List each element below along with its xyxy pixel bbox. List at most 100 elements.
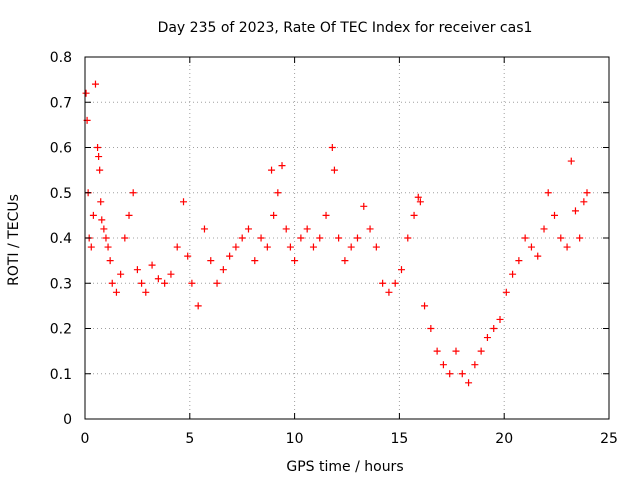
x-tick-label: 15 — [390, 431, 408, 447]
data-point — [270, 211, 278, 219]
x-axis-label: GPS time / hours — [286, 459, 403, 475]
data-point — [452, 347, 460, 355]
data-point — [274, 189, 282, 197]
data-point — [200, 225, 208, 233]
data-point — [282, 225, 290, 233]
data-point — [297, 234, 305, 242]
data-point — [106, 257, 114, 265]
data-point — [129, 189, 137, 197]
data-point — [433, 347, 441, 355]
data-point — [104, 243, 112, 251]
data-point — [427, 325, 435, 332]
data-point — [330, 166, 338, 174]
data-point — [184, 252, 192, 260]
data-point — [421, 302, 429, 310]
data-point — [379, 279, 387, 287]
data-point — [372, 243, 380, 251]
data-point — [257, 234, 265, 242]
data-point — [544, 189, 552, 197]
data-point — [180, 198, 188, 206]
data-point — [251, 257, 259, 265]
data-point — [414, 193, 422, 201]
data-point — [188, 279, 196, 287]
data-point — [527, 243, 535, 251]
data-point — [213, 279, 221, 287]
data-point — [557, 234, 565, 242]
data-point — [207, 257, 215, 265]
y-tick-label: 0.7 — [50, 95, 72, 111]
data-point — [98, 216, 106, 224]
data-point — [576, 234, 584, 242]
grid-lines — [85, 57, 609, 419]
plot-frame — [84, 56, 610, 420]
data-point — [161, 279, 169, 287]
y-tick-label: 0.8 — [50, 50, 72, 66]
data-point — [263, 243, 271, 251]
data-point — [571, 207, 579, 215]
x-tick-label: 5 — [185, 431, 194, 447]
data-point — [404, 234, 412, 242]
data-point — [563, 243, 571, 251]
data-point — [540, 225, 548, 233]
data-point — [446, 370, 454, 378]
data-point — [341, 257, 349, 265]
data-point — [360, 202, 368, 210]
data-point — [567, 157, 575, 165]
y-tick-label: 0.5 — [50, 186, 72, 202]
data-point — [82, 89, 90, 97]
data-point — [102, 234, 110, 242]
data-point — [100, 225, 108, 233]
data-point — [458, 370, 466, 378]
chart-title: Day 235 of 2023, Rate Of TEC Index for r… — [158, 20, 533, 36]
data-point — [167, 270, 175, 278]
y-tick-label: 0.4 — [50, 231, 72, 247]
data-point — [268, 166, 276, 174]
x-tick-label: 10 — [286, 431, 304, 447]
data-point — [521, 234, 529, 242]
data-point — [142, 288, 150, 296]
data-point — [353, 234, 361, 242]
data-point — [94, 144, 102, 151]
y-tick-label: 0.2 — [50, 322, 72, 338]
data-point — [397, 266, 405, 274]
data-point — [465, 379, 473, 387]
data-point — [391, 279, 399, 287]
data-point — [496, 315, 504, 323]
y-tick-label: 0.1 — [50, 367, 72, 383]
data-point — [87, 243, 95, 251]
data-point — [515, 257, 523, 265]
data-point — [138, 279, 146, 287]
data-point — [439, 361, 447, 369]
data-point — [335, 234, 343, 242]
data-point — [194, 302, 202, 310]
data-point — [316, 234, 324, 242]
data-point — [91, 80, 99, 88]
data-point — [410, 211, 418, 219]
data-point — [291, 257, 299, 265]
data-points — [82, 80, 591, 387]
data-point — [133, 266, 141, 274]
data-point — [286, 243, 294, 251]
data-point — [322, 211, 330, 219]
data-point — [226, 252, 234, 260]
data-point — [502, 288, 510, 296]
data-point — [125, 211, 133, 219]
data-point — [483, 334, 491, 342]
data-point — [148, 261, 156, 269]
data-point — [121, 234, 129, 242]
y-tick-label: 0.3 — [50, 276, 72, 292]
x-tick-label: 25 — [600, 431, 618, 447]
data-point — [347, 243, 355, 251]
data-point — [96, 166, 104, 174]
data-point — [328, 144, 336, 151]
y-tick-label: 0 — [63, 412, 72, 428]
data-point — [509, 270, 517, 278]
data-point — [490, 325, 498, 332]
data-point — [309, 243, 317, 251]
x-tick-label: 0 — [81, 431, 90, 447]
data-point — [108, 279, 116, 287]
data-point — [95, 153, 103, 161]
axis-ticks: 0 0.1 0.2 0.3 0.4 0.5 0.6 0.7 0.8 0 5 10 15 20 25 — [50, 50, 618, 447]
data-point — [112, 288, 120, 296]
